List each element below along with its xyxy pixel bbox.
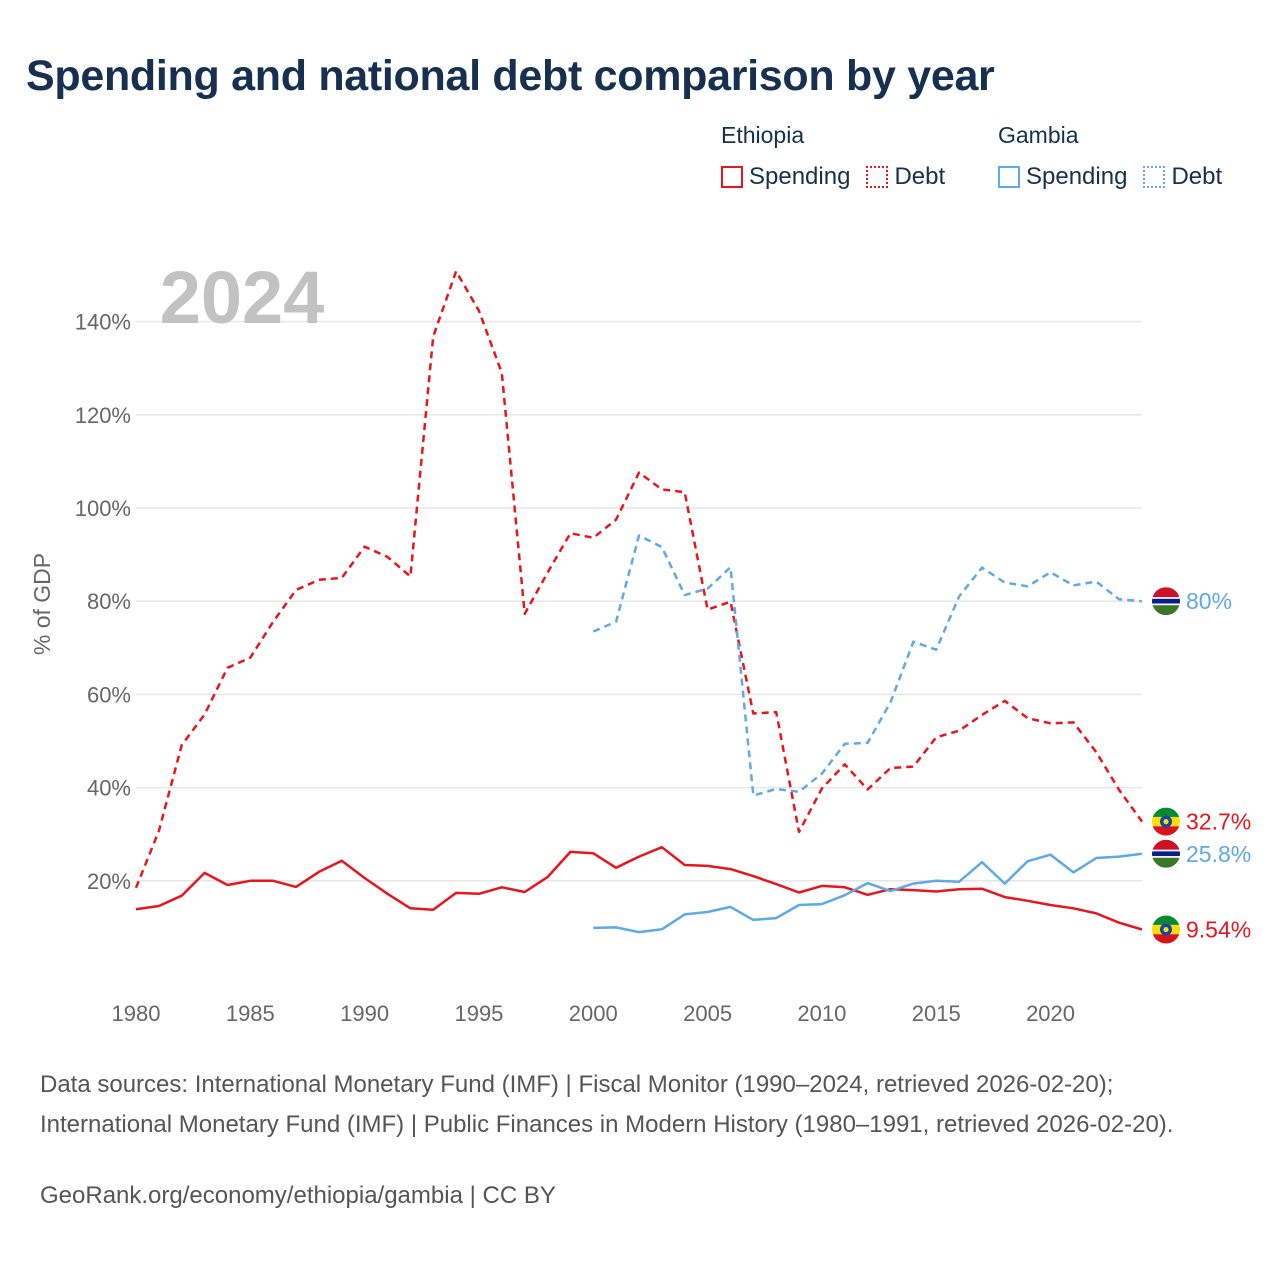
x-tick-label: 2000 (569, 1001, 618, 1026)
y-tick-label: 20% (87, 869, 131, 894)
x-tick-label: 2005 (683, 1001, 732, 1026)
y-tick-label: 80% (87, 589, 131, 614)
series-end-label: 25.8% (1186, 841, 1251, 867)
gambia-flag-icon (1152, 587, 1180, 616)
data-sources: Data sources: International Monetary Fun… (40, 1071, 1174, 1138)
credit-link[interactable]: GeoRank.org/economy/ethiopia/gambia | CC… (40, 1182, 556, 1209)
y-tick-label: 100% (75, 496, 131, 521)
y-tick-label: 40% (87, 776, 131, 801)
series-end-label: 9.54% (1186, 917, 1251, 943)
x-axis-ticks: 1980 1985 1990 1995 2000 2005 2010 2015 2020 (112, 1001, 1075, 1026)
legend-ethiopia-spending[interactable]: Spending (721, 163, 850, 191)
year-watermark: 2024 (160, 256, 325, 339)
x-tick-label: 1995 (454, 1001, 503, 1026)
legend-ethiopia-debt[interactable]: Debt (866, 163, 945, 191)
page-title: Spending and national debt comparison by… (26, 52, 995, 100)
gambia-flag-icon (1152, 839, 1180, 868)
legend-gambia-debt[interactable]: Debt (1143, 163, 1222, 191)
legend-ethiopia: Ethiopia Spending Debt (721, 122, 961, 191)
series-end-label: 80% (1186, 588, 1232, 614)
series-line-gambia-debt[interactable] (592, 534, 1143, 797)
ethiopia-flag-icon (1152, 807, 1180, 836)
legend-dotted-swatch-icon (866, 166, 889, 188)
series-line-gambia-spending[interactable] (593, 852, 1143, 934)
legend-gambia-spending[interactable]: Spending (998, 163, 1127, 191)
legend-item-label: Debt (894, 163, 946, 190)
y-tick-label: 140% (75, 310, 131, 335)
x-tick-label: 2020 (1026, 1001, 1075, 1026)
series-line-ethiopia-debt[interactable] (134, 270, 1144, 889)
line-chart: 2024 20%40%60%80%100%120%140% 1980 1985 19… (29, 256, 1251, 1026)
y-axis-ticks: 20% 40% 60% 80% 100% 120% 140% (75, 310, 131, 894)
legend-solid-swatch-icon (998, 166, 1020, 188)
series-line-ethiopia-spending[interactable] (135, 845, 1143, 931)
legend-item-label: Spending (749, 163, 851, 190)
legend-item-label: Debt (1171, 163, 1223, 190)
series-end-markers: 32.7% 9.54% 80% 25.8% (1152, 587, 1251, 944)
legend-solid-swatch-icon (721, 166, 743, 188)
legend-gambia: Gambia Spending Debt (998, 122, 1238, 191)
x-tick-label: 1980 (112, 1001, 161, 1026)
y-axis-label: % of GDP (29, 553, 55, 655)
x-tick-label: 1985 (226, 1001, 275, 1026)
grid-lines (136, 320, 1142, 882)
legend-country-label: Ethiopia (721, 122, 805, 148)
series-end-label: 32.7% (1186, 809, 1251, 835)
y-tick-label: 60% (87, 682, 131, 707)
x-tick-label: 2015 (912, 1001, 961, 1026)
ethiopia-flag-icon (1152, 915, 1180, 944)
legend-country-label: Gambia (998, 122, 1079, 148)
x-tick-label: 2010 (797, 1001, 846, 1026)
x-tick-label: 1990 (340, 1001, 389, 1026)
legend-dotted-swatch-icon (1143, 166, 1166, 188)
legend-item-label: Spending (1026, 163, 1128, 190)
series-lines (134, 270, 1144, 934)
y-tick-label: 120% (75, 403, 131, 428)
